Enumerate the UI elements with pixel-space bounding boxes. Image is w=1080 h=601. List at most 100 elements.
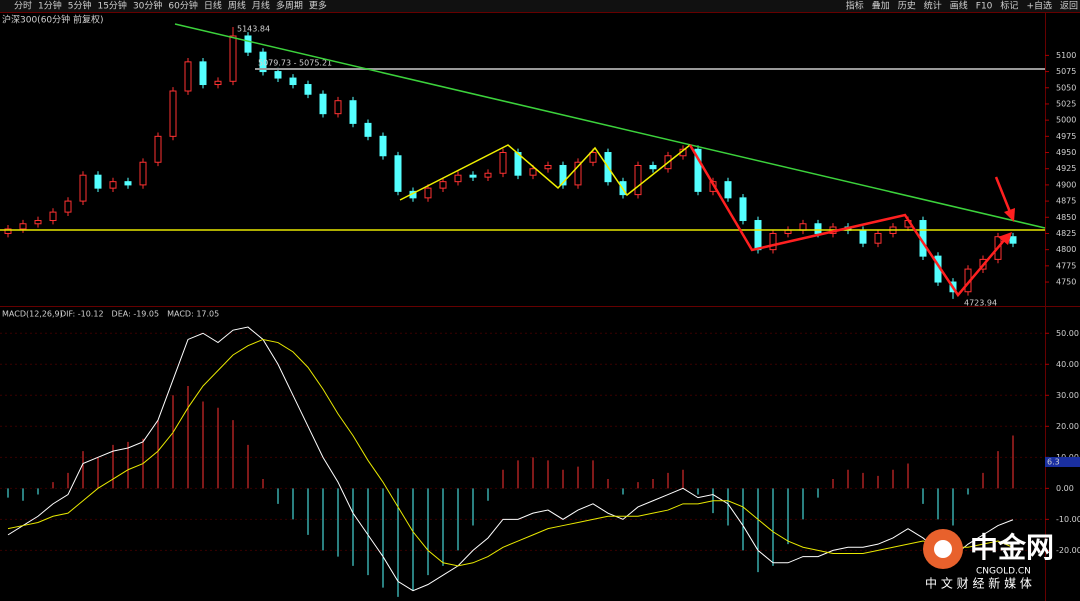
logo-inner — [934, 540, 952, 558]
candle-body — [169, 90, 177, 137]
candle-body — [544, 164, 552, 170]
y-tick-label: 4850 — [1056, 213, 1076, 222]
y-tick-label: 4950 — [1056, 148, 1076, 157]
y-tick-label: 4975 — [1056, 132, 1076, 141]
period-tab[interactable]: 分时 — [14, 0, 32, 12]
candle-body — [499, 152, 507, 174]
period-tab[interactable]: 月线 — [252, 0, 270, 12]
candle-body — [259, 51, 267, 73]
candle-body — [1009, 236, 1017, 244]
candle-body — [349, 100, 357, 124]
candle-body — [274, 71, 282, 79]
toolbar — [0, 0, 1080, 12]
candle-body — [484, 172, 492, 178]
candle-body — [334, 100, 342, 115]
legend-entry: DEA: -19.05 — [112, 310, 160, 319]
y-tick-label: 4800 — [1056, 245, 1076, 254]
y-tick-label: 4900 — [1056, 180, 1076, 189]
tool-button[interactable]: 统计 — [924, 0, 942, 12]
y-tick-label: 4925 — [1056, 164, 1076, 173]
panel-title: MACD(12,26,9) — [2, 310, 63, 319]
price-annotation: 4723.94 — [964, 298, 997, 307]
candle-body — [514, 152, 522, 176]
y-tick-label: 20.00 — [1056, 422, 1079, 431]
arrow-head — [998, 232, 1012, 245]
candle-body — [139, 161, 147, 186]
y-tick-label: 5075 — [1056, 67, 1076, 76]
period-tab[interactable]: 60分钟 — [168, 0, 197, 12]
y-tick-label: 4750 — [1056, 278, 1076, 287]
candle-body — [19, 223, 27, 230]
candle-body — [649, 164, 657, 170]
candle-body — [754, 220, 762, 251]
candle-body — [154, 135, 162, 163]
tool-button[interactable]: +自选 — [1026, 0, 1052, 12]
period-tab[interactable]: 30分钟 — [133, 0, 162, 12]
y-tick-label: -20.00 — [1056, 546, 1080, 555]
tool-button[interactable]: 历史 — [898, 0, 916, 12]
candle-body — [79, 174, 87, 202]
period-tab[interactable]: 更多 — [309, 0, 327, 12]
candle-body — [199, 61, 207, 86]
candle-body — [184, 61, 192, 92]
y-tick-label: 4775 — [1056, 261, 1076, 270]
candle-body — [469, 174, 477, 178]
candle-body — [4, 228, 12, 234]
candle-body — [724, 181, 732, 199]
arrow-head — [1004, 208, 1015, 222]
drawings — [0, 23, 1046, 298]
y-tick-label: -10.00 — [1056, 515, 1080, 524]
macd-line — [7, 326, 1014, 592]
period-tab[interactable]: 周线 — [228, 0, 246, 12]
tool-button[interactable]: 叠加 — [872, 1, 890, 12]
candle-body — [769, 232, 777, 251]
candle-body — [454, 174, 462, 183]
wave-arrow — [688, 144, 1007, 298]
candle-body — [289, 77, 297, 86]
tool-button[interactable]: F10 — [976, 2, 993, 12]
period-tab[interactable]: 多周期 — [276, 0, 303, 12]
price-annotation: 5079.73 - 5075.21 — [258, 59, 332, 68]
candle-body — [124, 181, 132, 186]
y-tick-label: 30.00 — [1056, 391, 1079, 400]
candle-body — [739, 197, 747, 222]
tool-button[interactable]: 指标 — [846, 0, 864, 12]
candle-body — [814, 223, 822, 234]
period-tab[interactable]: 15分钟 — [97, 0, 126, 12]
tool-button[interactable]: 标记 — [1000, 0, 1018, 12]
candle-body — [214, 80, 222, 86]
candle-body — [64, 200, 72, 213]
y-tick-label: 5050 — [1056, 83, 1076, 92]
legend-entry: MACD: 17.05 — [167, 310, 219, 319]
macd-line — [7, 338, 1014, 567]
watermark-brand: 中金网 — [970, 531, 1054, 564]
candle-body — [634, 164, 642, 196]
candle-body — [574, 161, 582, 186]
y-tick-label: 4875 — [1056, 197, 1076, 206]
y-tick-label: 5025 — [1056, 99, 1076, 108]
candle-body — [94, 174, 102, 189]
candle-body — [394, 155, 402, 192]
candle-body — [34, 220, 42, 225]
candle-body — [589, 152, 597, 163]
tool-button[interactable]: 返回 — [1060, 0, 1078, 12]
candle-body — [379, 135, 387, 157]
period-tab[interactable]: 日线 — [204, 0, 222, 12]
y-tick-label: 4825 — [1056, 229, 1076, 238]
period-tab[interactable]: 1分钟 — [38, 0, 62, 12]
candle-body — [364, 122, 372, 137]
watermark-slogan: 中 文 财 经 新 媒 体 — [925, 576, 1032, 591]
period-tab[interactable]: 5分钟 — [68, 0, 92, 12]
y-tick-label: 5100 — [1056, 51, 1076, 60]
cursor-value: 6.3 — [1047, 458, 1060, 467]
tool-button[interactable]: 画线 — [950, 0, 968, 12]
candle-body — [49, 211, 57, 222]
candle-body — [874, 232, 882, 244]
candle-body — [109, 181, 117, 189]
zigzag-line — [399, 144, 691, 201]
watermark-domain: CNGOLD.CN — [976, 567, 1031, 577]
candle-body — [244, 35, 252, 53]
price-annotation: 5143.84 — [237, 24, 270, 33]
